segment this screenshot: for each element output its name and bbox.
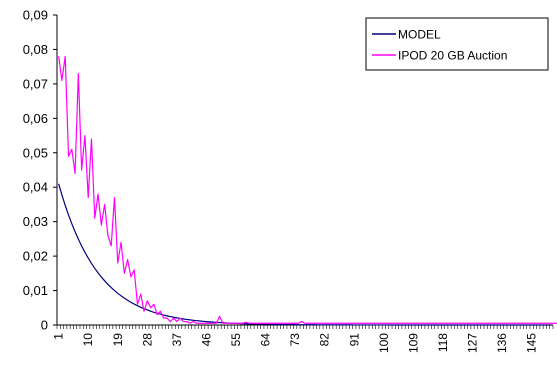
- legend-box: [365, 17, 549, 71]
- legend-label: MODEL: [398, 28, 441, 42]
- series-layer: [58, 55, 557, 326]
- x-tick-label: 73: [288, 333, 302, 347]
- y-tick-label: 0: [41, 318, 48, 333]
- x-tick-label: 118: [436, 333, 450, 352]
- legend-label: IPOD 20 GB Auction: [398, 49, 507, 63]
- x-tick-label: 55: [229, 333, 243, 347]
- x-tick-label: 82: [318, 333, 332, 347]
- x-tick-label: 19: [111, 333, 125, 347]
- y-tick-label: 0,03: [23, 214, 48, 229]
- x-tick-label: 64: [259, 333, 273, 347]
- x-tick-label: 109: [406, 333, 420, 353]
- y-tick-label: 0,05: [23, 145, 48, 160]
- x-tick-label: 10: [81, 333, 95, 347]
- x-tick-label: 1: [52, 333, 66, 340]
- y-tick-label: 0,08: [23, 42, 48, 57]
- y-tick-label: 0,09: [23, 8, 48, 23]
- x-tick-label: 100: [377, 333, 391, 353]
- y-tick-label: 0,07: [23, 76, 48, 91]
- x-tick-label: 136: [495, 333, 509, 353]
- x-axis: 1 10 19 28 37 46 55 64 73 82 91 100 109 118 127 136 145: [52, 324, 554, 353]
- y-tick-label: 0,02: [23, 249, 48, 264]
- y-tick-label: 0,04: [23, 180, 48, 195]
- x-tick-label: 127: [466, 333, 480, 353]
- x-tick-label: 91: [347, 333, 361, 347]
- y-tick-label: 0,06: [23, 111, 48, 126]
- series-line-model: [58, 183, 552, 326]
- y-axis: 0 0,01 0,02 0,03 0,04 0,05 0,06 0,07 0,08 0,09: [23, 8, 58, 333]
- x-tick-label: 46: [199, 333, 213, 347]
- y-tick-label: 0,01: [23, 283, 48, 298]
- legend: MODEL IPOD 20 GB Auction: [365, 17, 549, 71]
- series-line-ipod-20-gb-auction: [58, 55, 557, 324]
- x-tick-label: 28: [140, 333, 154, 347]
- x-tick-label: 37: [170, 333, 184, 347]
- x-tick-label: 145: [525, 333, 539, 353]
